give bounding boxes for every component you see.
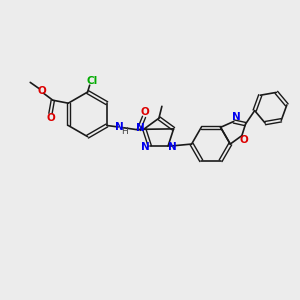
Text: Cl: Cl	[86, 76, 98, 86]
Text: N: N	[168, 142, 176, 152]
Text: N: N	[136, 123, 144, 133]
Text: O: O	[46, 113, 55, 123]
Text: N: N	[232, 112, 240, 122]
Text: O: O	[240, 135, 249, 145]
Text: N: N	[141, 142, 150, 152]
Text: N: N	[115, 122, 124, 132]
Text: O: O	[37, 86, 46, 96]
Text: H: H	[121, 127, 128, 136]
Text: O: O	[141, 107, 150, 117]
